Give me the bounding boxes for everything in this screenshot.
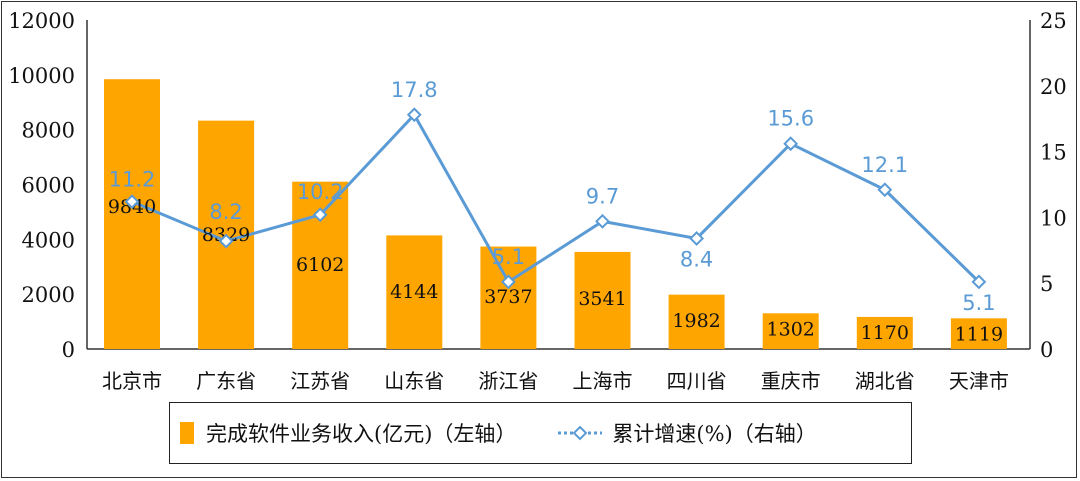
right-tick-label: 20 bbox=[1040, 75, 1067, 99]
legend-line-label: 累计增速(%)（右轴） bbox=[612, 422, 817, 446]
bar bbox=[104, 79, 160, 349]
line-value-label: 5.1 bbox=[962, 291, 995, 315]
line-value-label: 10.2 bbox=[297, 180, 344, 204]
line-marker bbox=[877, 182, 893, 198]
line-marker bbox=[406, 107, 422, 123]
line-value-label: 5.1 bbox=[492, 245, 525, 269]
left-tick-label: 12000 bbox=[8, 9, 75, 33]
bar bbox=[480, 246, 537, 349]
line-value-label: 8.2 bbox=[209, 200, 242, 224]
x-tick-label: 浙江省 bbox=[478, 369, 538, 393]
line-marker bbox=[218, 233, 234, 249]
x-tick-label: 北京市 bbox=[102, 369, 162, 393]
left-tick-label: 2000 bbox=[22, 283, 75, 307]
line-value-label: 17.8 bbox=[391, 78, 438, 102]
bar-value-label: 1119 bbox=[955, 323, 1003, 345]
legend-bar-label: 完成软件业务收入(亿元)（左轴） bbox=[206, 422, 517, 446]
line-marker bbox=[783, 136, 799, 152]
bar bbox=[668, 294, 725, 349]
left-tick-label: 4000 bbox=[22, 228, 75, 252]
line-marker bbox=[124, 194, 140, 210]
bar-value-label: 1170 bbox=[861, 322, 909, 344]
line-marker bbox=[595, 213, 610, 229]
bar-value-label: 3541 bbox=[578, 288, 626, 310]
x-tick-label: 湖北省 bbox=[855, 369, 915, 393]
x-tick-label: 四川省 bbox=[667, 369, 727, 393]
line-marker bbox=[689, 231, 705, 246]
x-tick-label: 广东省 bbox=[196, 369, 256, 393]
bar-value-label: 3737 bbox=[484, 286, 532, 308]
bar bbox=[762, 313, 819, 349]
legend-bar-swatch bbox=[180, 422, 194, 444]
bar bbox=[950, 318, 1007, 349]
bar bbox=[574, 251, 631, 349]
right-tick-label: 15 bbox=[1040, 141, 1067, 165]
line-marker bbox=[312, 207, 328, 223]
line-value-label: 12.1 bbox=[861, 153, 908, 177]
left-tick-label: 8000 bbox=[22, 119, 75, 143]
line-value-label: 11.2 bbox=[109, 168, 156, 192]
bar-value-label: 1982 bbox=[672, 310, 720, 332]
x-tick-label: 上海市 bbox=[573, 369, 633, 393]
right-tick-label: 5 bbox=[1040, 272, 1053, 296]
bar bbox=[386, 235, 443, 349]
bar-value-label: 6102 bbox=[296, 254, 344, 276]
left-tick-label: 10000 bbox=[8, 64, 75, 88]
x-tick-label: 重庆市 bbox=[761, 369, 821, 393]
bar bbox=[856, 316, 913, 349]
line-value-label: 8.4 bbox=[680, 247, 713, 271]
line-marker bbox=[971, 274, 987, 290]
x-tick-label: 天津市 bbox=[949, 369, 1009, 393]
legend: 完成软件业务收入(亿元)（左轴） 累计增速(%)（右轴） bbox=[169, 402, 912, 464]
x-tick-label: 江苏省 bbox=[290, 369, 350, 393]
left-tick-label: 6000 bbox=[22, 174, 75, 198]
right-tick-label: 0 bbox=[1040, 338, 1053, 362]
legend-line-marker-icon bbox=[556, 422, 604, 444]
line-marker bbox=[500, 274, 516, 290]
growth-line bbox=[131, 112, 980, 285]
line-value-label: 15.6 bbox=[767, 107, 814, 131]
bar-value-label: 4144 bbox=[390, 281, 438, 303]
line-value-label: 9.7 bbox=[586, 184, 619, 208]
right-tick-label: 10 bbox=[1040, 206, 1067, 230]
right-tick-label: 25 bbox=[1040, 9, 1067, 33]
bar-value-label: 1302 bbox=[767, 318, 815, 340]
left-tick-label: 0 bbox=[62, 338, 75, 362]
x-tick-label: 山东省 bbox=[384, 369, 444, 393]
